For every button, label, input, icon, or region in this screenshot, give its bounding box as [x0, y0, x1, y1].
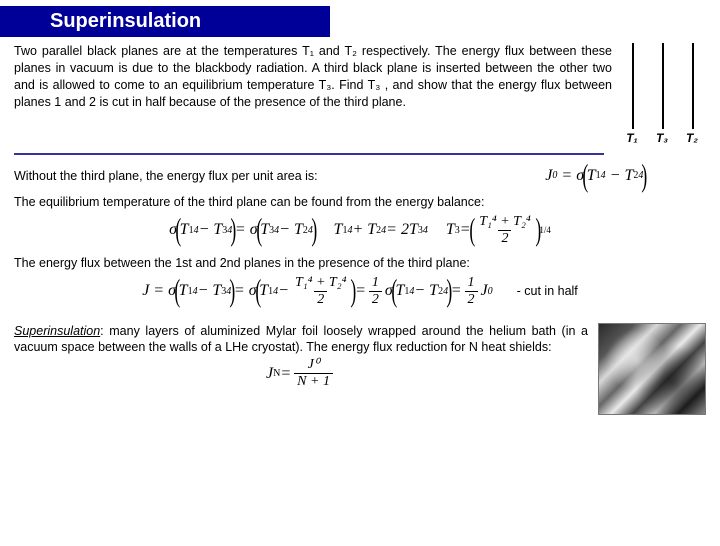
superinsulation-paragraph: Superinsulation: many layers of aluminiz… [14, 323, 588, 390]
eq-j-row: J = σ(T14 − T34) = σ(T14 − T₁⁴ + T₂⁴2 ) … [0, 276, 720, 307]
eq-t3: T3 = ( T₁⁴ + T₂⁴ 2 )1/4 [446, 215, 551, 246]
line-presence: The energy flux between the 1st and 2nd … [0, 256, 720, 270]
plane-label-3: T₃ [656, 131, 668, 145]
superinsulation-label: Superinsulation [14, 324, 100, 338]
cut-in-half-text: - cut in half [517, 284, 578, 298]
eq-jn: JN = J⁰ N + 1 [14, 358, 588, 389]
line-without-row: Without the third plane, the energy flux… [0, 163, 720, 189]
superinsulation-row: Superinsulation: many layers of aluminiz… [0, 317, 720, 415]
title-bar: Superinsulation [0, 6, 330, 37]
eq-j0: J0 = σ ( T14 − T24 ) [545, 163, 646, 189]
plane-line-1 [632, 43, 634, 129]
plane-label-1: T₁ [626, 131, 638, 145]
eq-t3-den: 2 [498, 230, 511, 246]
line-equilibrium: The equilibrium temperature of the third… [0, 195, 720, 209]
problem-statement: Two parallel black planes are at the tem… [14, 43, 620, 111]
three-planes-diagram: T₁ T₃ T₂ [620, 43, 706, 151]
line-without-text: Without the third plane, the energy flux… [14, 169, 318, 183]
title-text: Superinsulation [50, 10, 201, 32]
plane-label-2: T₂ [686, 131, 698, 145]
mylar-foil-image [598, 323, 706, 415]
eq-balance-1: σ(T14 − T34) = σ(T34 − T24) [169, 217, 315, 243]
plane-line-2 [692, 43, 694, 129]
superinsulation-body: : many layers of aluminized Mylar foil l… [14, 324, 588, 355]
eq-balance-row: σ(T14 − T34) = σ(T34 − T24) T14 + T24 = … [0, 215, 720, 246]
eq-j-full: J = σ(T14 − T34) = σ(T14 − T₁⁴ + T₂⁴2 ) … [142, 276, 492, 307]
problem-row: Two parallel black planes are at the tem… [0, 37, 720, 151]
plane-line-3 [662, 43, 664, 129]
eq-balance-2: T14 + T24 = 2T34 [334, 221, 428, 239]
eq-t3-num: T₁⁴ + T₂⁴ [476, 215, 534, 230]
section-divider [14, 153, 604, 155]
